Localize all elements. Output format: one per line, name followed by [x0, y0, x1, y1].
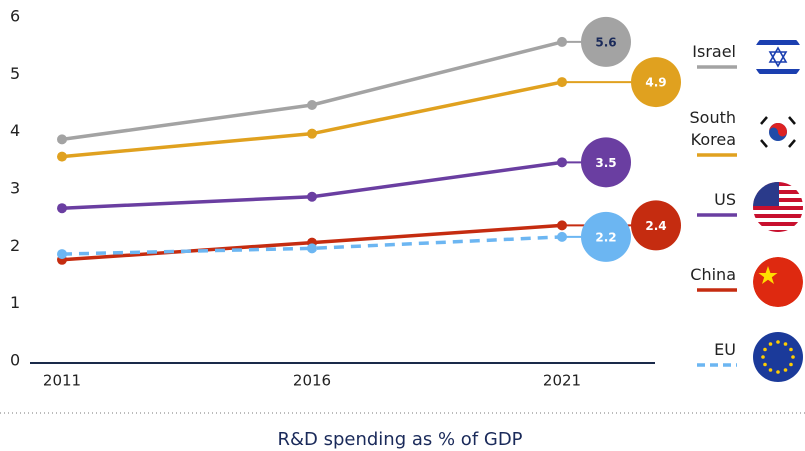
value-bubble: [581, 137, 631, 188]
legend-label: South Korea: [689, 108, 737, 149]
star: [789, 347, 793, 352]
star: [763, 347, 767, 352]
flags: [753, 32, 803, 382]
data-label: 2.4: [645, 219, 666, 233]
point: [307, 100, 317, 110]
point: [307, 191, 317, 202]
star: [783, 368, 788, 372]
data-label: 4.9: [645, 76, 666, 90]
point: [557, 220, 567, 231]
y-tick-label: 2: [10, 236, 20, 255]
x-tick-label: 2016: [293, 372, 331, 390]
y-tick-label: 4: [10, 121, 20, 140]
x-tick-label: 2021: [543, 372, 581, 390]
point: [557, 77, 567, 88]
data-label: 2.2: [595, 230, 616, 244]
y-tick-label: 3: [10, 179, 20, 198]
star: [761, 355, 765, 359]
legend-label: US: [714, 190, 736, 209]
star: [776, 340, 780, 344]
point: [57, 151, 67, 162]
value-bubble: [631, 200, 681, 251]
point: [57, 249, 67, 260]
series-line: [61, 235, 563, 256]
series-line: [61, 80, 563, 159]
x-tick-label: 2011: [43, 372, 81, 390]
data-label: 3.5: [595, 156, 616, 170]
y-tick-label: 0: [10, 351, 20, 370]
y-tick-label: 5: [10, 64, 20, 83]
y-tick-label: 1: [10, 293, 20, 312]
point: [557, 36, 567, 47]
point: [557, 231, 567, 242]
chart-title: R&D spending as % of GDP: [277, 429, 522, 450]
series-line: [61, 40, 563, 142]
star: [768, 368, 773, 372]
value-bubble: [581, 211, 631, 262]
star: [768, 342, 773, 346]
star: [791, 355, 795, 359]
point: [57, 134, 67, 145]
legend-label: China: [690, 265, 736, 284]
point: [557, 157, 567, 168]
value-bubble: [581, 16, 631, 67]
star: [776, 370, 780, 374]
point: [57, 203, 67, 214]
data-label: 5.6: [595, 35, 616, 49]
y-tick-label: 6: [10, 7, 20, 26]
point: [307, 243, 317, 254]
star: [789, 362, 793, 367]
star: [763, 362, 767, 367]
point: [307, 128, 317, 139]
value-bubble: [631, 57, 681, 108]
legend-label: Israel: [692, 42, 736, 61]
legend-label: EU: [714, 340, 736, 359]
star: [783, 342, 788, 346]
